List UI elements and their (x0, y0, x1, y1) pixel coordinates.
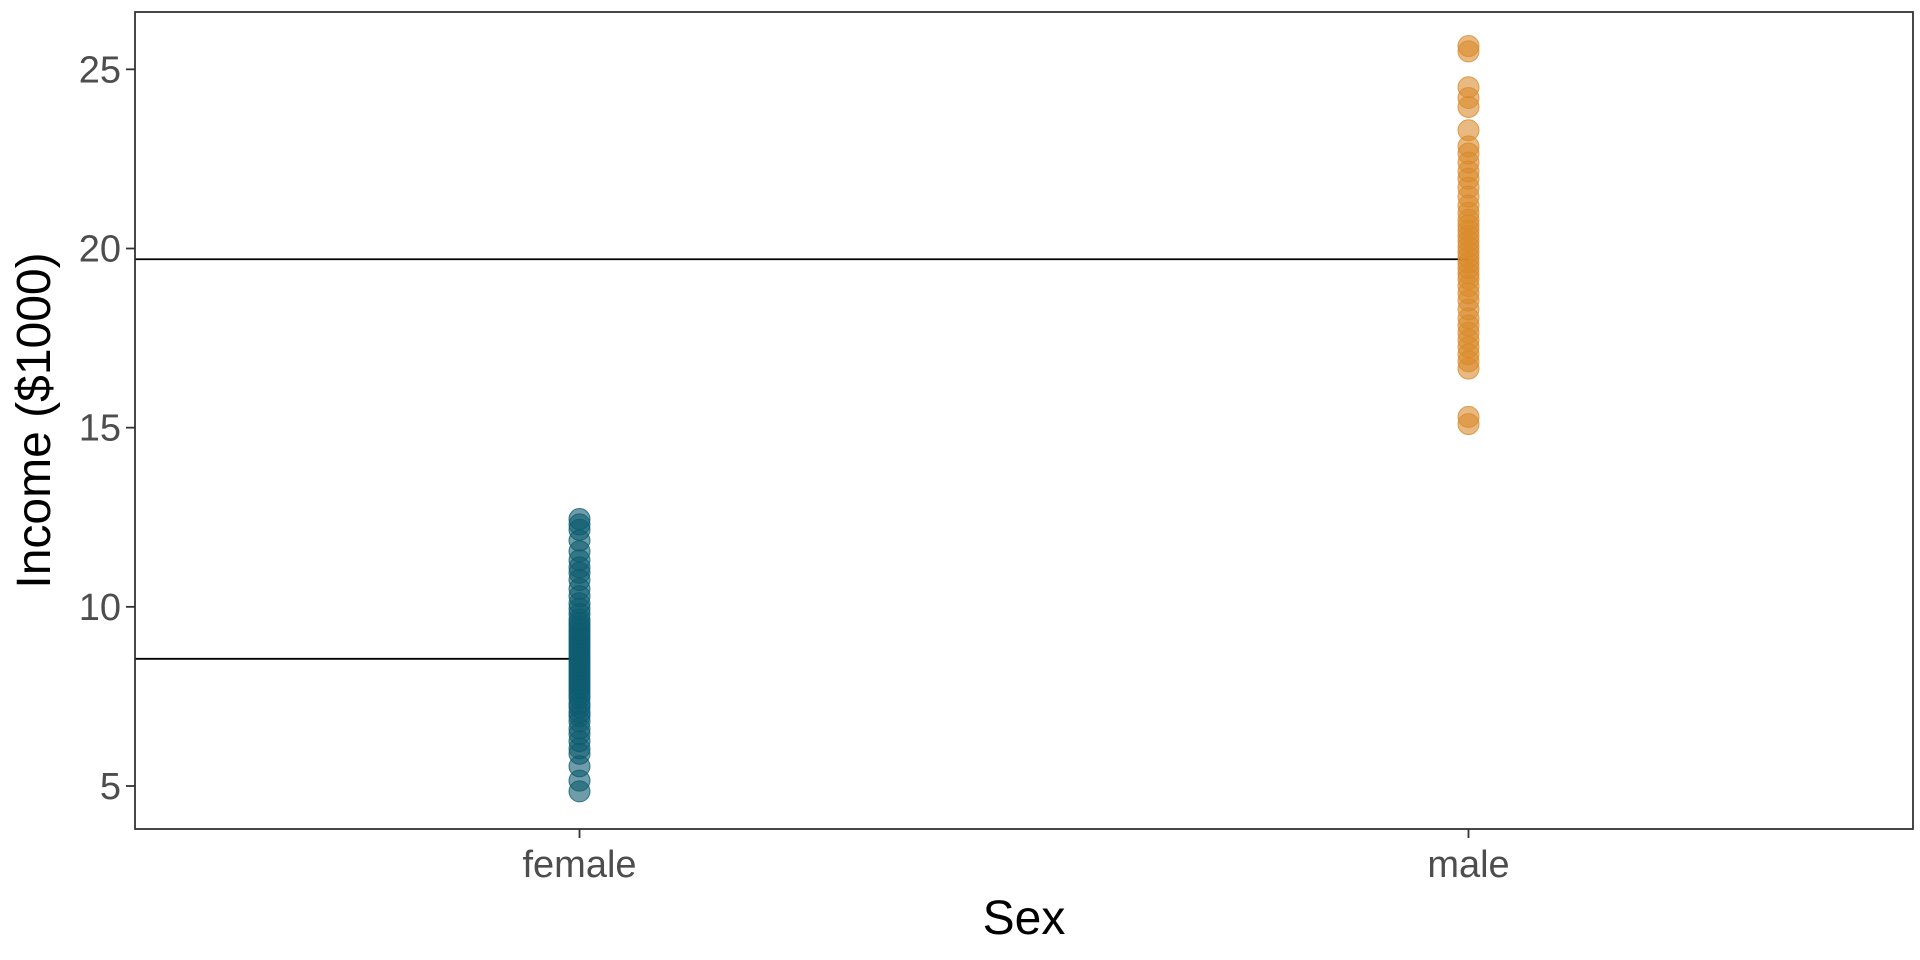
data-point (1457, 119, 1480, 142)
x-axis-title: Sex (983, 892, 1066, 945)
plot-panel-border (134, 11, 1914, 830)
mean-lines (135, 258, 1469, 660)
data-point (568, 508, 591, 531)
y-axis: 5 10 15 20 25 (79, 49, 135, 808)
y-tick-label: 15 (79, 408, 121, 450)
data-point (1457, 405, 1480, 428)
y-tick-label: 20 (79, 229, 121, 271)
data-points (568, 35, 1480, 803)
data-point (1457, 76, 1480, 99)
x-tick-label: female (522, 844, 636, 886)
y-axis-title: Income ($1000) (8, 252, 61, 588)
x-axis: female male (522, 829, 1510, 886)
y-tick-label: 5 (100, 766, 121, 808)
y-tick-label: 10 (79, 587, 121, 629)
x-tick-label: male (1427, 844, 1509, 886)
y-tick-label: 25 (79, 49, 121, 91)
data-point (1457, 35, 1480, 58)
